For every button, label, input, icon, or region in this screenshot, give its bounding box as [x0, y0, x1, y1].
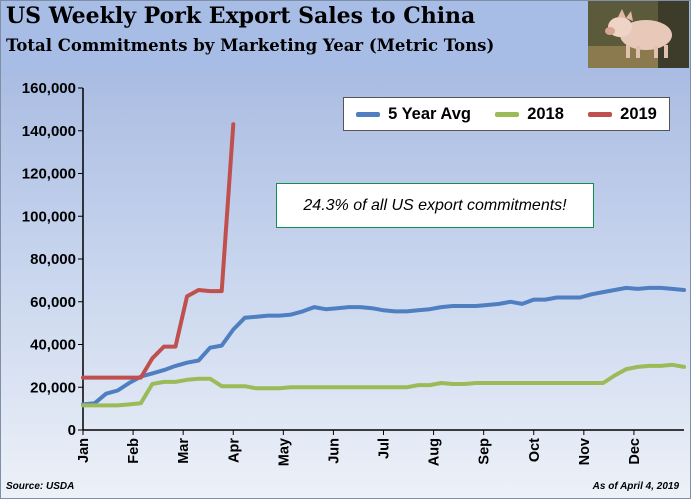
legend-swatch-2018 [495, 111, 520, 117]
legend-label-2019: 2019 [620, 104, 657, 123]
legend-label-2018: 2018 [527, 104, 564, 123]
legend-item-5-year-avg: 5 Year Avg [356, 105, 471, 124]
legend-item-2019: 2019 [588, 105, 657, 124]
chart-subtitle: Total Commitments by Marketing Year (Met… [6, 36, 495, 55]
y-tick-label: 160,000 [22, 80, 76, 97]
x-tick-label: Apr [226, 438, 242, 463]
x-tick-label: Oct [527, 438, 543, 462]
legend-label-5-year-avg: 5 Year Avg [388, 104, 471, 123]
pig-photo [588, 1, 689, 68]
header-band [1, 1, 690, 71]
as-of-note: As of April 4, 2019 [592, 481, 679, 492]
x-axis-ticks: Jan Feb Mar Apr May Jun Jul Aug Sep Oct Nov Dec [76, 430, 643, 466]
series-lines [81, 122, 686, 408]
y-tick-label: 80,000 [30, 251, 76, 268]
x-tick-label: Jul [377, 438, 393, 459]
x-tick-label: May [276, 438, 292, 466]
x-tick-label: Sep [477, 438, 493, 465]
y-tick-label: 20,000 [30, 379, 76, 396]
chart-legend: 5 Year Avg 2018 2019 [343, 97, 670, 131]
source-note: Source: USDA [6, 481, 75, 492]
legend-swatch-5-year-avg [356, 111, 381, 117]
chart-annotation: 24.3% of all US export commitments! [276, 183, 594, 228]
y-tick-label: 120,000 [22, 166, 76, 183]
x-tick-label: Aug [427, 438, 443, 466]
x-tick-label: Nov [577, 438, 593, 465]
y-tick-label: 140,000 [22, 123, 76, 140]
y-tick-label: 0 [68, 422, 76, 439]
legend-swatch-2019 [588, 111, 613, 117]
chart-axes [82, 88, 684, 431]
legend-item-2018: 2018 [495, 105, 564, 124]
y-tick-label: 60,000 [30, 294, 76, 311]
series-line-2018 [81, 362, 686, 408]
series-line-2019 [81, 122, 236, 380]
y-tick-label: 40,000 [30, 337, 76, 354]
y-axis-ticks: 0 20,000 40,000 60,000 80,000 100,000 120,000 1… [22, 80, 83, 439]
x-tick-label: Jun [326, 438, 342, 464]
x-tick-label: Mar [176, 438, 192, 464]
x-tick-label: Feb [126, 438, 142, 464]
x-tick-label: Dec [627, 438, 643, 465]
x-tick-label: Jan [76, 438, 92, 463]
chart-title: US Weekly Pork Export Sales to China [6, 3, 476, 29]
y-tick-label: 100,000 [22, 208, 76, 225]
